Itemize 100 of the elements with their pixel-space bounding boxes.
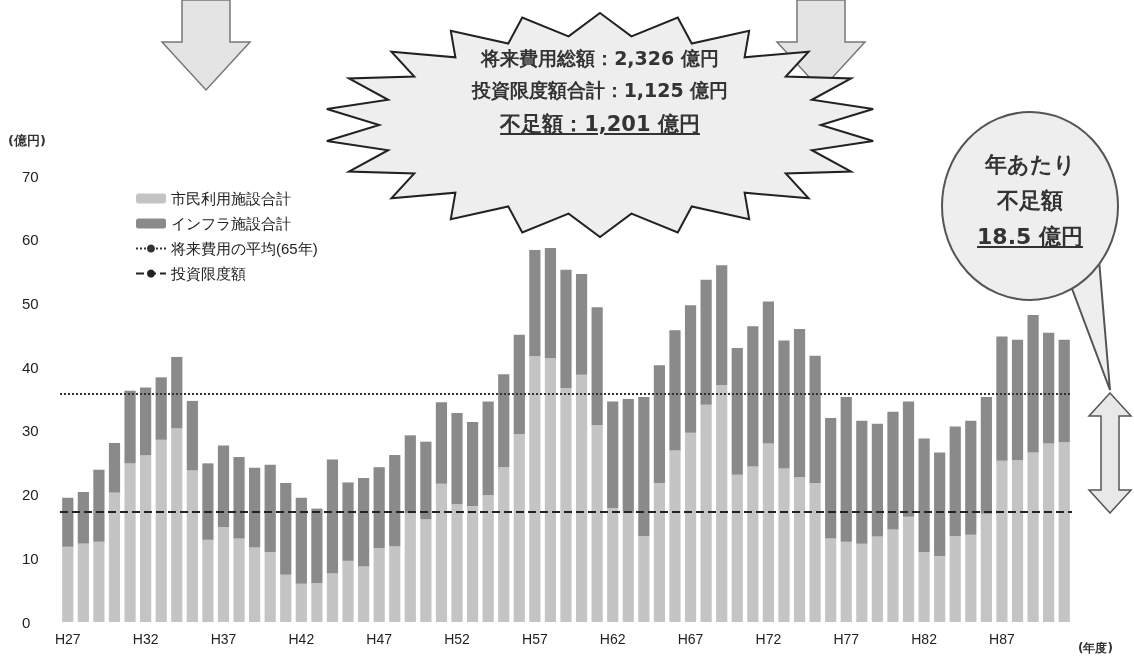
x-tick-label: H32 <box>132 631 159 647</box>
bar <box>653 483 666 622</box>
y-axis-title: (億円) <box>8 132 46 150</box>
bar <box>840 397 852 542</box>
bar <box>716 384 728 622</box>
annotation: 不足額 <box>994 186 1066 216</box>
bar <box>1027 314 1039 453</box>
bar <box>918 551 930 622</box>
bar <box>249 467 261 548</box>
bar <box>918 438 930 552</box>
bar <box>404 513 416 622</box>
bar <box>934 556 946 622</box>
bar <box>342 482 354 561</box>
bar <box>108 442 121 493</box>
y-tick-label: 70 <box>22 167 39 185</box>
bar <box>575 274 588 375</box>
x-tick-label: H42 <box>288 631 315 647</box>
x-tick-label: H67 <box>677 631 704 647</box>
bar <box>451 504 463 622</box>
bar <box>217 527 230 622</box>
legend-label: 投資限度額 <box>170 265 246 282</box>
bar <box>93 469 105 542</box>
bar <box>108 492 121 622</box>
bar <box>809 355 821 484</box>
y-tick-label: 10 <box>22 549 39 567</box>
bar <box>217 445 230 528</box>
bar <box>747 466 759 622</box>
bar <box>202 463 214 540</box>
bar <box>249 547 261 622</box>
bar <box>700 279 712 405</box>
bar <box>1043 332 1055 444</box>
y-tick-label: 40 <box>22 358 39 376</box>
bar <box>435 402 448 484</box>
text: 将来費用総額：2,326 億円 <box>478 46 722 72</box>
bar <box>1011 339 1024 461</box>
bar <box>684 432 697 622</box>
x-tick-label: H52 <box>444 631 471 647</box>
bar <box>420 441 432 520</box>
bar <box>778 468 790 622</box>
bar <box>902 401 915 517</box>
bar <box>171 428 183 622</box>
bar <box>466 506 479 622</box>
x-axis-title: (年度) <box>1078 640 1113 657</box>
x-tick-label: H87 <box>989 631 1015 647</box>
bar <box>825 418 837 539</box>
bar <box>264 464 276 552</box>
bar <box>622 513 634 622</box>
bar <box>233 456 245 539</box>
bar <box>591 425 603 622</box>
bar <box>980 397 992 514</box>
bar <box>62 497 74 547</box>
bar <box>389 546 401 622</box>
bar <box>638 397 650 536</box>
bar <box>358 478 370 567</box>
bar <box>295 497 307 584</box>
bar <box>62 546 74 622</box>
text: 投資限度額合計：1,125 億円 <box>468 78 732 104</box>
bar <box>1027 452 1039 622</box>
x-tick-label: H37 <box>210 631 237 647</box>
bar <box>373 548 385 622</box>
bar <box>1058 339 1070 443</box>
bar <box>342 560 354 622</box>
y-tick-label: 50 <box>22 294 39 312</box>
bar <box>311 508 323 584</box>
bar <box>420 519 432 622</box>
x-tick-label: H57 <box>522 631 548 647</box>
bar <box>358 566 370 622</box>
bar <box>949 535 961 622</box>
bar <box>1058 442 1070 622</box>
x-tick-label: H82 <box>911 631 938 647</box>
bar <box>856 543 868 622</box>
bar <box>544 248 557 359</box>
bar <box>607 507 619 622</box>
bar <box>186 400 198 471</box>
bar <box>513 334 525 435</box>
legend-label: 市民利用施設合計 <box>171 190 291 207</box>
x-tick-label: H47 <box>366 631 393 647</box>
bar <box>280 483 292 575</box>
bar <box>186 470 198 622</box>
bar <box>544 358 557 622</box>
bar <box>529 356 541 622</box>
bar <box>762 301 774 444</box>
bar <box>77 492 89 544</box>
bar <box>280 574 292 622</box>
bar <box>233 538 245 622</box>
bar <box>482 401 494 496</box>
bar <box>264 551 276 622</box>
bar <box>887 529 899 622</box>
x-tick-label: H62 <box>599 631 626 647</box>
bar <box>155 377 167 440</box>
bar <box>809 483 821 622</box>
bar <box>825 538 837 622</box>
bar <box>965 534 977 622</box>
bar <box>949 426 961 536</box>
bar <box>77 543 89 622</box>
bar <box>498 374 510 468</box>
bar <box>871 423 883 537</box>
bar <box>638 535 650 622</box>
bar <box>498 467 510 622</box>
bar <box>140 387 152 456</box>
